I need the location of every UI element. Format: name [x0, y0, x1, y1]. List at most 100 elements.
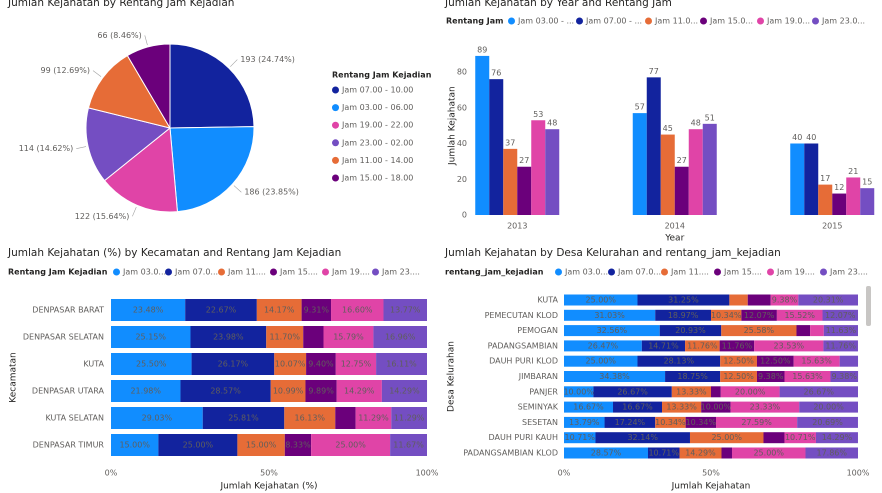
- legend-label: Jam 03.0...: [564, 268, 608, 277]
- data-label: 15: [862, 178, 872, 187]
- legend-label: Jam 11.0...: [654, 17, 698, 26]
- data-label: 9.38%: [758, 372, 784, 381]
- data-label: 16.67%: [573, 403, 604, 412]
- data-label: 21.98%: [130, 387, 161, 396]
- data-label: 20.00%: [735, 387, 766, 396]
- bar: [860, 188, 875, 215]
- bar: [660, 134, 675, 215]
- bar-segment: [719, 340, 755, 352]
- legend-label: Jam 03.0...: [122, 268, 166, 277]
- pie-slice: [85, 107, 172, 182]
- x-tick-label: 2015: [822, 222, 842, 231]
- bar-segment: [284, 407, 336, 429]
- bar-segment: [641, 340, 686, 352]
- data-label: 14.17%: [264, 306, 295, 315]
- data-label: 66 (8.46%): [97, 31, 141, 40]
- legend-marker: [270, 268, 277, 276]
- data-label: 11.29%: [358, 414, 389, 423]
- legend-marker: [113, 268, 120, 276]
- pie-slice: [87, 54, 172, 129]
- bar-segment: [355, 407, 392, 429]
- bar: [517, 166, 532, 215]
- data-label: 18.75%: [677, 372, 708, 381]
- bar-segment: [306, 353, 336, 375]
- bar-segment: [237, 434, 285, 456]
- bar-segment: [376, 353, 427, 375]
- bar: [832, 193, 847, 215]
- data-label: 11.70%: [269, 333, 300, 342]
- x-tick-label: 100%: [416, 469, 439, 478]
- data-label: 14.29%: [822, 433, 853, 442]
- bar-segment: [822, 309, 858, 321]
- y-tick-label: DENPASAR TIMUR: [33, 441, 105, 450]
- bar-segment: [270, 380, 306, 402]
- data-label: 31.25%: [668, 296, 699, 305]
- legend-label: Jam 19.00 - 22.00: [341, 121, 413, 130]
- bar: [702, 123, 717, 215]
- bar-segment: [784, 432, 816, 444]
- bar-segment: [730, 401, 800, 413]
- bar-segment: [805, 447, 858, 459]
- data-label: 27: [677, 156, 687, 165]
- bar-segment: [564, 340, 642, 352]
- y-tick-label: SESETAN: [522, 418, 558, 427]
- data-label: 23.48%: [133, 306, 164, 315]
- legend-marker: [700, 17, 707, 25]
- pie-slice: [169, 126, 255, 213]
- leader-line: [230, 59, 238, 67]
- legend-marker: [332, 156, 339, 164]
- data-label: 10.34%: [655, 418, 686, 427]
- legend-marker: [555, 268, 562, 276]
- data-label: 11.63%: [826, 326, 857, 335]
- bar-segment: [754, 340, 824, 352]
- legend-label: Jam 19.0...: [766, 17, 810, 26]
- data-label: 25.81%: [228, 414, 259, 423]
- data-label: 9.38%: [832, 372, 858, 381]
- bar-segment: [798, 294, 858, 306]
- data-label: 15.63%: [801, 357, 832, 366]
- data-label: 13.33%: [676, 387, 707, 396]
- scrollbar[interactable]: [866, 286, 871, 326]
- bar-segment: [784, 371, 831, 382]
- data-label: 13.79%: [569, 418, 600, 427]
- bar-segment: [763, 432, 785, 444]
- bar-segment: [711, 309, 742, 321]
- legend-title: Rentang Jam Kejadian: [332, 71, 432, 80]
- bar-segment: [810, 325, 824, 337]
- y-tick-label: DENPASAR SELATAN: [23, 333, 104, 342]
- bar-segment: [815, 432, 858, 444]
- data-label: 10.07%: [275, 360, 306, 369]
- bar-segment: [256, 299, 302, 321]
- x-axis-title: Jumlah Kejahatan: [671, 482, 751, 492]
- bar-segment: [595, 432, 690, 444]
- data-label: 57: [635, 103, 645, 112]
- bar-segment: [796, 325, 811, 337]
- data-label: 13.77%: [390, 306, 421, 315]
- y-tick-label: 80: [457, 68, 467, 77]
- bar-segment: [305, 380, 337, 402]
- bar-segment: [311, 434, 391, 456]
- bar-segment: [770, 294, 799, 306]
- bar-segment: [564, 386, 594, 398]
- bar-segment: [336, 380, 382, 402]
- data-label: 8.33%: [285, 441, 311, 450]
- bar-segment: [373, 326, 427, 348]
- legend-label: Jam 15....: [723, 268, 762, 277]
- bar: [545, 129, 560, 215]
- data-label: 15.00%: [119, 441, 150, 450]
- data-label: 25.00%: [753, 449, 784, 458]
- data-label: 25.50%: [136, 360, 167, 369]
- data-label: 25.00%: [585, 357, 616, 366]
- data-label: 10.71%: [785, 433, 816, 442]
- y-tick-label: PEMOGAN: [517, 326, 558, 335]
- legend-marker: [332, 104, 339, 112]
- data-label: 9.40%: [308, 360, 334, 369]
- bar: [790, 143, 805, 215]
- bar-segment: [799, 401, 858, 413]
- bar-segment: [671, 386, 711, 398]
- bar-segment: [823, 325, 858, 337]
- bar-segment: [111, 434, 159, 456]
- legend-marker: [661, 268, 668, 276]
- legend-label: Jam 23....: [381, 268, 420, 277]
- bar-segment: [111, 299, 186, 321]
